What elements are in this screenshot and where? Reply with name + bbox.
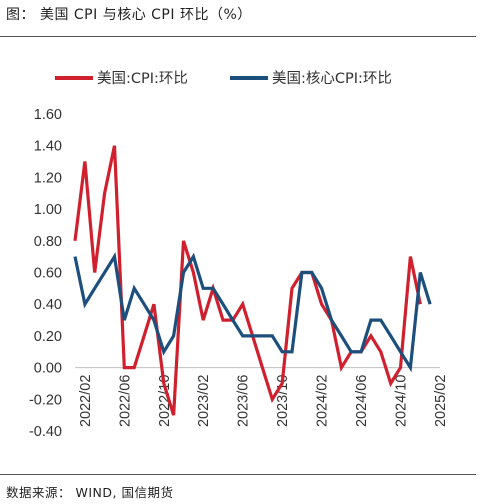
x-tick-label: 2022/06 [117, 375, 133, 427]
x-tick-label: 2025/02 [433, 375, 449, 427]
y-tick-label: 1.40 [34, 139, 62, 155]
y-tick-label: 1.20 [34, 170, 62, 186]
chart-legend: 美国:CPI:环比 美国:核心CPI:环比 [55, 70, 392, 87]
legend-label-0: 美国:CPI:环比 [97, 70, 188, 87]
series-line-1 [73, 252, 432, 373]
x-axis: 2022/02 2022/06 2022/10 2023/02 2023/06 2023/… [75, 367, 449, 427]
y-tick-label: -0.40 [29, 424, 62, 440]
top-divider [0, 36, 476, 37]
x-tick-label: 2024/02 [315, 375, 331, 427]
line-chart: 美国:CPI:环比 美国:核心CPI:环比 -0.40 -0.20 0.00 0.20 0… [29, 70, 449, 440]
x-tick-label: 2023/06 [236, 375, 252, 427]
legend-label-1: 美国:核心CPI:环比 [272, 70, 392, 87]
y-tick-label: -0.20 [29, 392, 62, 408]
y-tick-label: 0.40 [34, 297, 62, 313]
x-tick-label: 2022/10 [157, 375, 173, 427]
x-tick-label: 2024/10 [394, 375, 410, 427]
bottom-divider [0, 474, 476, 475]
y-tick-label: 1.00 [34, 202, 62, 218]
series-lines [73, 145, 432, 416]
source-note: 数据来源： WIND, 国信期货 [6, 485, 174, 500]
x-tick-label: 2022/02 [78, 375, 94, 427]
chart-title: 图： 美国 CPI 与核心 CPI 环比（%） [6, 7, 252, 23]
y-tick-label: 0.80 [34, 234, 62, 250]
x-tick-label: 2024/06 [354, 375, 370, 427]
y-axis: -0.40 -0.20 0.00 0.20 0.40 0.60 0.80 1.00 1.20 1.… [29, 107, 62, 440]
y-tick-label: 0.60 [34, 266, 62, 282]
y-tick-label: 0.00 [34, 361, 62, 377]
y-tick-label: 0.20 [34, 329, 62, 345]
y-tick-label: 1.60 [34, 107, 62, 123]
x-tick-label: 2023/02 [196, 375, 212, 427]
